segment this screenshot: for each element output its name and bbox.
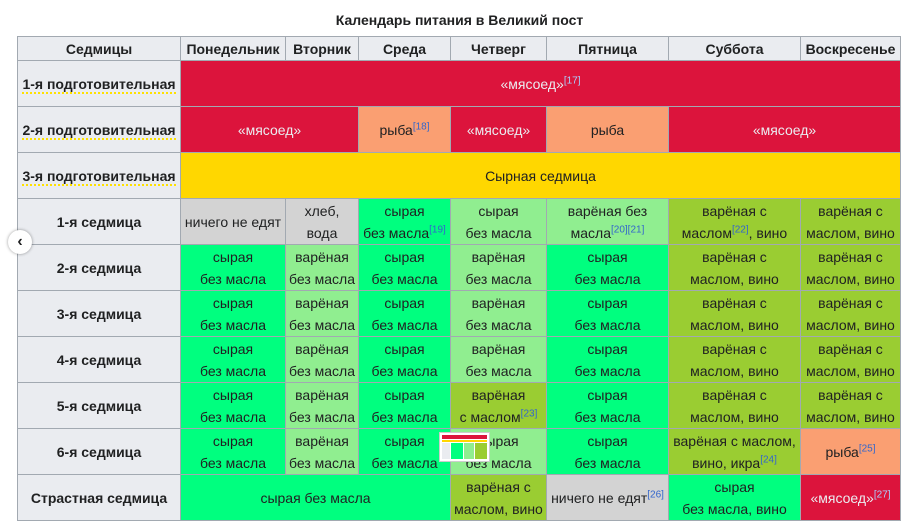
table-cell: сырая без масла: [546, 428, 669, 475]
table-cell: варёная с маслом, вино: [668, 290, 801, 337]
reference-link[interactable]: [20][21]: [611, 223, 645, 235]
reference-link[interactable]: [25]: [858, 442, 876, 454]
table-cell: «мясоед»: [668, 106, 901, 153]
row-label[interactable]: 2-я подготовительная: [17, 106, 181, 153]
row-label: 4-я седмица: [17, 336, 181, 383]
reference-link[interactable]: [24]: [760, 453, 777, 465]
row-label[interactable]: 3-я подготовительная: [17, 152, 181, 199]
table-cell: варёная с маслом, вино: [450, 474, 547, 521]
reference-link[interactable]: [23]: [520, 407, 538, 419]
table-row: 3-я седмица сырая без масла варёная без ма…: [17, 290, 901, 337]
table-cell: рыба[18]: [358, 106, 451, 153]
table-cell: Сырная седмица: [180, 152, 901, 199]
table-row: 1-я подготовительная «мясоед»[17]: [17, 60, 901, 107]
table-cell: сырая без масла, вино: [668, 474, 801, 521]
row-label: 3-я седмица: [17, 290, 181, 337]
table-row: 4-я седмица сырая без масла варёная без ма…: [17, 336, 901, 383]
header-sunday: Воскресенье: [800, 36, 901, 61]
table-cell: хлеб, вода: [285, 198, 359, 245]
table-cell: сырая без масла: [358, 244, 451, 291]
table-cell: варёная с маслом, вино: [668, 244, 801, 291]
table-cell: сырая без масла: [358, 382, 451, 429]
header-weeks: Седмицы: [17, 36, 181, 61]
table-cell: сырая без масла: [358, 290, 451, 337]
table-cell: ничего не едят[26]: [546, 474, 669, 521]
header-thursday: Четверг: [450, 36, 547, 61]
row-label: Страстная седмица: [17, 474, 181, 521]
header-row: Седмицы Понедельник Вторник Среда Четвер…: [17, 36, 901, 61]
table-cell: варёная без масла: [285, 336, 359, 383]
header-tuesday: Вторник: [285, 36, 359, 61]
table-cell: сырая без масла: [180, 290, 286, 337]
table-cell: варёная без масла: [285, 290, 359, 337]
table-cell: сырая без масла: [546, 290, 669, 337]
table-cell: варёная без масла: [285, 382, 359, 429]
header-wednesday: Среда: [358, 36, 451, 61]
row-label: 6-я седмица: [17, 428, 181, 475]
reference-link[interactable]: [18]: [412, 120, 430, 132]
table-cell: рыба[25]: [800, 428, 901, 475]
table-cell: варёная с маслом, вино: [800, 336, 901, 383]
table-row: 3-я подготовительная Сырная седмица: [17, 152, 901, 199]
table-cell: варёная с маслом, вино: [668, 336, 801, 383]
table-cell: сырая без масла: [450, 198, 547, 245]
table-cell: варёная без масла: [450, 290, 547, 337]
table-cell: сырая без масла: [180, 382, 286, 429]
table-cell: сырая без масла[19]: [358, 198, 451, 245]
reference-link[interactable]: [17]: [563, 74, 581, 86]
table-cell: сырая без масла: [546, 336, 669, 383]
reference-link[interactable]: [19]: [429, 223, 446, 235]
table-cell: варёная без масла[20][21]: [546, 198, 669, 245]
header-monday: Понедельник: [180, 36, 286, 61]
table-caption: Календарь питания в Великий пост: [335, 12, 584, 28]
table-row: 2-я седмица сырая без масла варёная без ма…: [17, 244, 901, 291]
table-cell: варёная без масла: [285, 244, 359, 291]
table-cell: варёная с маслом, вино, икра[24]: [668, 428, 801, 475]
row-label[interactable]: 1-я подготовительная: [17, 60, 181, 107]
row-label: 2-я седмица: [17, 244, 181, 291]
table-cell: варёная с маслом, вино: [800, 198, 901, 245]
table-cell: рыба: [546, 106, 669, 153]
table-cell: варёная с маслом, вино: [800, 290, 901, 337]
table-cell: варёная без масла: [285, 428, 359, 475]
reference-link[interactable]: [22]: [731, 223, 749, 235]
table-cell: сырая без масла: [546, 382, 669, 429]
table-cell: ничего не едят: [180, 198, 286, 245]
table-cell: сырая без масла: [180, 336, 286, 383]
table-row: Страстная седмица сырая без масла варёна…: [17, 474, 901, 521]
table-cell: «мясоед»: [180, 106, 359, 153]
table-cell: «мясоед»[17]: [180, 60, 901, 107]
row-label: 1-я седмица: [17, 198, 181, 245]
table-cell: сырая без масла: [358, 336, 451, 383]
table-cell: варёная без масла: [450, 244, 547, 291]
table-cell: варёная с маслом, вино: [668, 382, 801, 429]
table-cell: «мясоед»: [450, 106, 547, 153]
table-cell: варёная без масла: [450, 336, 547, 383]
table-cell: варёная с маслом, вино: [800, 382, 901, 429]
table-row: 1-я седмица ничего не едят хлеб, вода сы…: [17, 198, 901, 245]
header-saturday: Суббота: [668, 36, 801, 61]
table-cell: сырая без масла: [180, 244, 286, 291]
reference-link[interactable]: [27]: [873, 488, 891, 500]
table-row: 2-я подготовительная «мясоед» рыба[18] «…: [17, 106, 901, 153]
table-cell: варёная с маслом[22], вино: [668, 198, 801, 245]
table-cell: сырая без масла: [546, 244, 669, 291]
reference-link[interactable]: [26]: [647, 488, 664, 500]
table-thumbnail-icon[interactable]: [439, 432, 490, 462]
chevron-left-icon[interactable]: ‹: [8, 230, 32, 254]
row-label: 5-я седмица: [17, 382, 181, 429]
table-cell: сырая без масла: [180, 428, 286, 475]
table-cell: сырая без масла: [180, 474, 451, 521]
table-row: 5-я седмица сырая без масла варёная без ма…: [17, 382, 901, 429]
table-cell: варёная с маслом[23]: [450, 382, 547, 429]
table-cell: варёная с маслом, вино: [800, 244, 901, 291]
header-friday: Пятница: [546, 36, 669, 61]
table-cell: «мясоед»[27]: [800, 474, 901, 521]
table-cell: сырая без масла: [358, 428, 451, 475]
